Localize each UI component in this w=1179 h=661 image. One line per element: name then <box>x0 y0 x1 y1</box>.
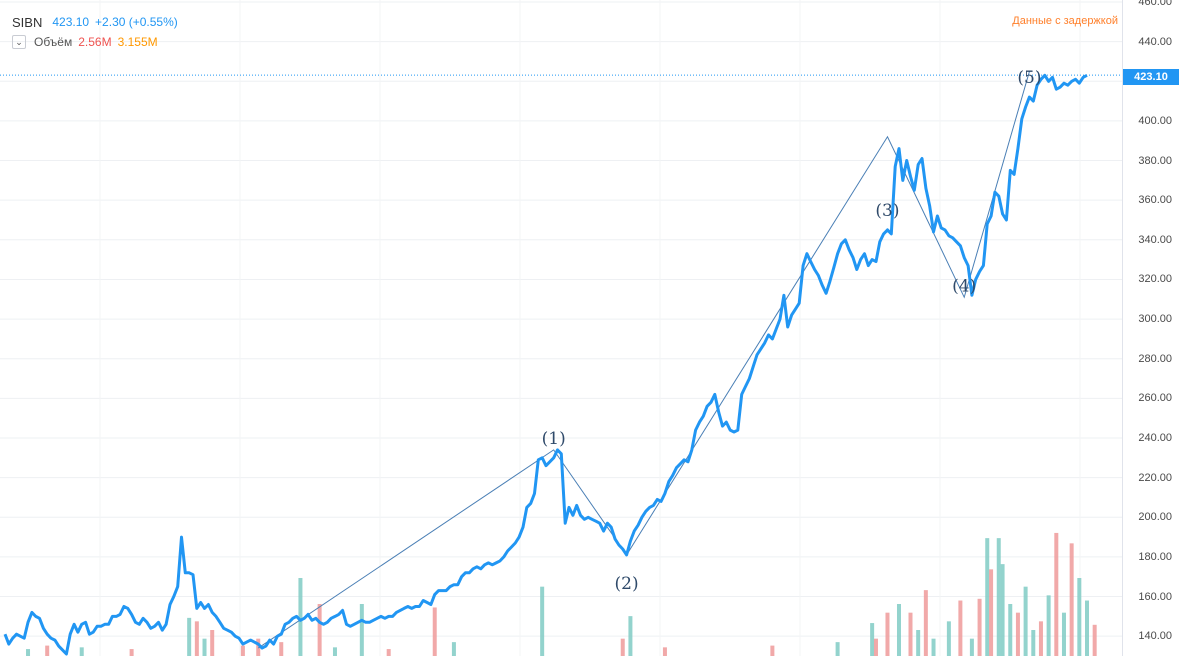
wave-label: (4) <box>952 277 976 297</box>
volume-bar <box>332 647 337 656</box>
volume-bar <box>896 604 901 656</box>
wave-label: (5) <box>1017 68 1041 88</box>
volume-bar <box>194 621 199 656</box>
volume-label: Объём <box>34 35 73 49</box>
price-tick-label: 240.00 <box>1138 431 1172 444</box>
volume-bar <box>923 590 928 656</box>
legend: SIBN 423.10 +2.30 (+0.55%) ⌄ Объём 2.56M… <box>12 12 178 52</box>
volume-bar <box>958 600 963 656</box>
volume-bar <box>279 642 284 656</box>
price-tick-label: 460.00 <box>1138 0 1172 8</box>
volume-bar <box>317 604 322 656</box>
volume-bar <box>187 617 192 656</box>
volume-bar <box>916 630 921 656</box>
price-scale[interactable]: 140.00 160.00 180.00 200.00 220.00 240.00 260.… <box>1122 0 1179 656</box>
price-tick-label: 160.00 <box>1138 590 1172 603</box>
price-line <box>3 73 1088 656</box>
volume-bar <box>256 638 261 656</box>
volume-bar <box>985 538 990 656</box>
volume-bar <box>386 649 391 656</box>
volume-bar <box>298 578 303 656</box>
price-tick-label: 440.00 <box>1138 35 1172 48</box>
chart-area[interactable]: (1) (2) (3) (4) (5) <box>0 0 1122 656</box>
price-chart[interactable]: (1) (2) (3) (4) (5) <box>0 0 1122 656</box>
volume-bar <box>540 586 545 656</box>
volume-bar <box>359 604 364 656</box>
volume-bar <box>908 612 913 656</box>
price-tick-label: 200.00 <box>1138 511 1172 524</box>
volume-bar <box>79 647 84 656</box>
volume-ma-value: 3.155M <box>117 35 158 49</box>
volume-value: 2.56M <box>78 35 112 49</box>
wave-count-line <box>257 71 1030 649</box>
price-tick-label: 360.00 <box>1138 194 1172 207</box>
symbol-label[interactable]: SIBN <box>12 14 43 30</box>
price-tick-label: 260.00 <box>1138 392 1172 405</box>
wave-label: (3) <box>875 201 899 221</box>
volume-bar <box>1085 600 1089 656</box>
volume-bar <box>1069 543 1074 656</box>
volume-bar <box>885 612 890 656</box>
volume-bar <box>1077 578 1082 656</box>
volume-bar <box>1023 586 1028 656</box>
volume-bar <box>451 642 456 656</box>
chevron-down-icon[interactable]: ⌄ <box>12 35 26 49</box>
volume-bar <box>628 616 633 656</box>
volume-bar <box>1008 604 1013 656</box>
volume-bar <box>1015 612 1020 656</box>
volume-bar <box>946 621 951 656</box>
volume-bar <box>620 638 625 656</box>
wave-label: (1) <box>542 429 566 449</box>
volume-bar <box>210 630 215 656</box>
price-tick-label: 340.00 <box>1138 233 1172 246</box>
volume-bar <box>1092 624 1097 656</box>
volume-bar <box>873 638 878 656</box>
volume-bar <box>45 645 50 656</box>
wave-label: (2) <box>615 574 639 594</box>
volume-bar <box>870 623 875 656</box>
volume-bar <box>931 638 936 656</box>
volume-bar <box>129 649 134 656</box>
price-tick-label: 400.00 <box>1138 114 1172 127</box>
volume-bar <box>26 649 31 656</box>
volume-bar <box>996 538 1001 656</box>
volume-bar <box>969 638 974 656</box>
volume-bar <box>1054 532 1059 656</box>
volume-bar <box>1000 564 1005 656</box>
delayed-data-notice: Данные с задержкой <box>1012 15 1118 27</box>
last-price-value: 423.10 <box>52 15 90 29</box>
volume-bar <box>1061 612 1066 656</box>
volume-bar <box>835 642 840 656</box>
volume-bar <box>1031 630 1036 656</box>
last-price-badge: 423.10 <box>1123 69 1179 85</box>
volume-bar <box>989 569 994 656</box>
volume-bar <box>202 638 207 656</box>
volume-bar <box>240 645 245 656</box>
volume-bar <box>662 647 667 656</box>
price-tick-label: 280.00 <box>1138 352 1172 365</box>
price-tick-label: 180.00 <box>1138 550 1172 563</box>
price-tick-label: 380.00 <box>1138 154 1172 167</box>
price-tick-label: 140.00 <box>1138 630 1172 643</box>
price-tick-label: 220.00 <box>1138 471 1172 484</box>
price-tick-label: 300.00 <box>1138 313 1172 326</box>
volume-bar <box>432 607 437 656</box>
price-change-value: +2.30 (+0.55%) <box>95 15 178 29</box>
volume-bar <box>1038 621 1043 656</box>
volume-bar <box>1046 595 1051 656</box>
price-tick-label: 320.00 <box>1138 273 1172 286</box>
volume-bar <box>977 598 982 656</box>
volume-bar <box>770 645 775 656</box>
